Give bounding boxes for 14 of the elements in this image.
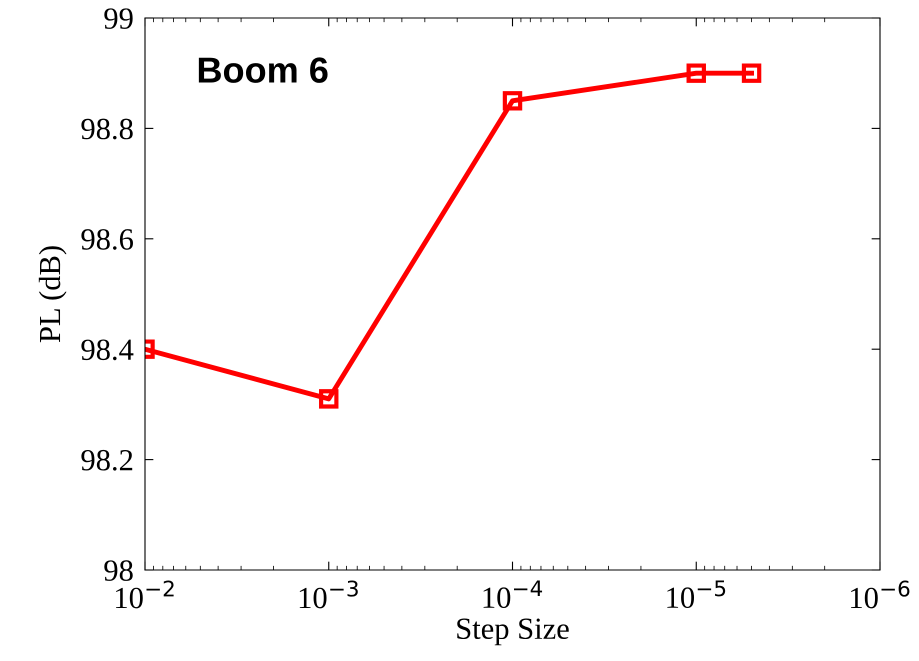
y-tick-label: 98.8	[81, 118, 133, 140]
x-tick-label: 10$^{−3}$	[300, 580, 358, 608]
y-tick-label: 98.2	[81, 450, 132, 471]
x-tick-label: 10$^{−5}$	[667, 580, 726, 608]
y-tick-label: 98	[104, 560, 133, 581]
y-axis-title: PL (dB)	[38, 246, 67, 342]
y-tick-label: 99	[104, 8, 133, 29]
x-tick-label: 10$^{−4}$	[484, 580, 542, 608]
y-tick-label: 98.6	[81, 229, 133, 250]
annotation: Boom 6	[198, 57, 328, 83]
x-tick-label: 10$^{−6}$	[851, 580, 910, 608]
x-axis-title: Step Size	[457, 618, 569, 646]
x-tick-label: 10$^{−2}$	[116, 580, 174, 608]
y-tick-label: 98.4	[81, 339, 134, 360]
